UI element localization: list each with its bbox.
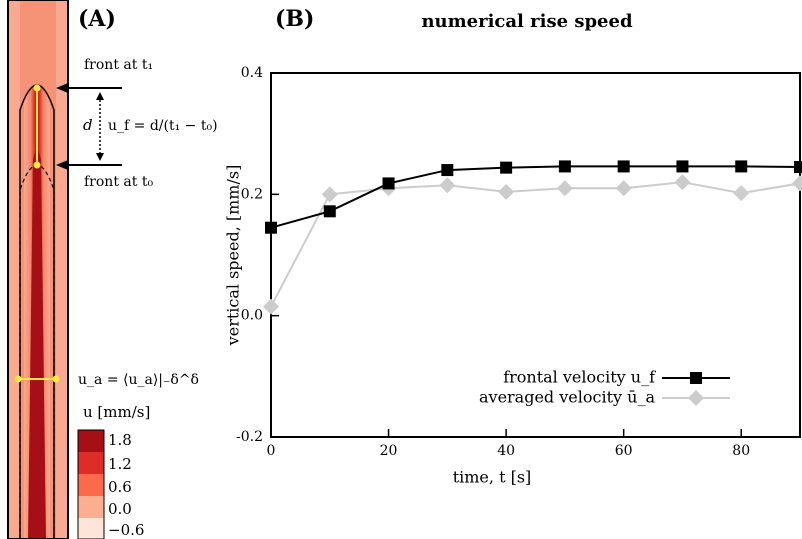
marker bbox=[733, 185, 750, 202]
colorbar-label: −0.6 bbox=[108, 521, 144, 539]
chart-title: numerical rise speed bbox=[421, 11, 633, 32]
marker bbox=[735, 160, 748, 173]
x-axis-label: time, t [s] bbox=[453, 468, 532, 487]
marker bbox=[382, 177, 395, 190]
legend-label: averaged velocity ū_a bbox=[479, 388, 655, 407]
marker bbox=[498, 183, 515, 200]
plot-frame bbox=[270, 72, 801, 438]
contour-panel bbox=[7, 0, 122, 539]
marker bbox=[615, 180, 632, 197]
annotation: d bbox=[83, 116, 93, 134]
marker bbox=[263, 298, 279, 315]
x-tick-label: 60 bbox=[615, 443, 633, 459]
y-tick-label: 0.4 bbox=[241, 65, 263, 81]
annotation: u_a = ⟨u_a⟩|₋δ^δ bbox=[78, 372, 199, 388]
marker bbox=[556, 180, 573, 197]
series-line bbox=[270, 181, 801, 308]
colorbar-label: 0.0 bbox=[108, 500, 132, 518]
legend-label: frontal velocity u_f bbox=[503, 368, 656, 387]
marker bbox=[792, 175, 802, 192]
y-axis-label: vertical speed, [mm/s] bbox=[224, 165, 243, 347]
panel-label: (A) bbox=[78, 6, 116, 32]
marker bbox=[441, 164, 454, 177]
marker bbox=[321, 186, 338, 203]
y-tick-label: -0.2 bbox=[236, 429, 263, 445]
annotation: front at t₀ bbox=[84, 174, 153, 190]
annotation: u_f = d/(t₁ − t₀) bbox=[108, 118, 218, 134]
x-tick-label: 40 bbox=[497, 443, 515, 459]
marker bbox=[558, 160, 571, 173]
x-tick-label: 80 bbox=[732, 443, 750, 459]
colorbar-label: 1.2 bbox=[108, 455, 132, 473]
marker bbox=[674, 174, 691, 191]
marker bbox=[617, 160, 630, 173]
x-tick-label: 0 bbox=[267, 443, 276, 459]
marker bbox=[500, 161, 513, 174]
colorbar-label: 1.8 bbox=[108, 431, 132, 449]
marker bbox=[439, 177, 456, 194]
legend-marker bbox=[690, 372, 702, 384]
marker bbox=[794, 161, 802, 174]
colorbar-label: 0.6 bbox=[108, 478, 132, 496]
x-tick-label: 20 bbox=[380, 443, 398, 459]
y-tick-label: 0.2 bbox=[241, 186, 263, 202]
panel-label: (B) bbox=[275, 6, 314, 32]
marker bbox=[323, 205, 336, 218]
marker bbox=[265, 221, 277, 234]
annotation: front at t₁ bbox=[84, 57, 153, 73]
series-line bbox=[270, 165, 801, 229]
y-tick-label: 0.0 bbox=[241, 308, 263, 324]
colorbar-title: u [mm/s] bbox=[83, 403, 150, 421]
marker bbox=[676, 160, 689, 173]
legend-marker bbox=[688, 390, 704, 406]
